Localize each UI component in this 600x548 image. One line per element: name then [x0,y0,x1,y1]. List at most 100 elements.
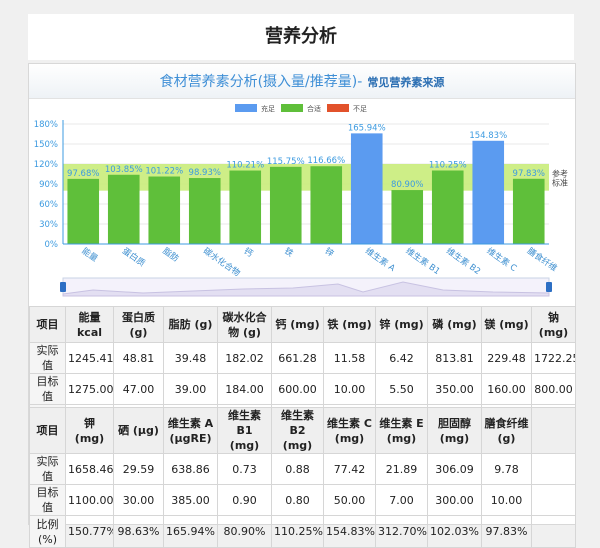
table-header-row: 项目钾 (mg) 硒 (μg) 维生素 A (μgRE) 维生素 B1 (mg) 维生素… [29,407,576,454]
panel-subheading-link[interactable]: 常见营养素来源 [367,76,445,89]
x-tick-label: 铁 [282,245,296,259]
bar-4 [229,170,262,244]
table-header-cell: 维生素 A (μgRE) [163,407,218,454]
legend-label: 不足 [353,105,367,113]
table-cell: 1275.00 [65,373,114,405]
page: 营养分析 食材营养素分析(摄入量/推荐量)- 常见营养素来源 充足 合适 不足 97… [28,14,576,548]
table-cell: 1100.00 [65,484,114,516]
nutrition-panel: 食材营养素分析(摄入量/推荐量)- 常见营养素来源 充足 合适 不足 97.68% 1… [28,63,576,548]
x-tick-label: 锌 [323,245,337,259]
table-cell: 6.42 [375,342,428,374]
table-header-cell: 项目 [29,306,66,343]
table-header-cell: 膳食纤维 (g) [481,407,532,454]
table-header-cell: 钠 (mg) [531,306,576,343]
legend-swatch [327,104,349,112]
table-cell: 102.03% [427,515,482,548]
zoom-preview [62,281,550,297]
x-tick-label: 维生素 C [485,245,519,274]
nutrient-table-2: 项目钾 (mg) 硒 (μg) 维生素 A (μgRE) 维生素 B1 (mg) 维生素… [29,407,576,548]
table-header-cell: 镁 (mg) [481,306,532,343]
bar-value-label: 80.90% [391,180,423,190]
row-label: 实际值 [29,453,66,485]
table-cell: 154.83% [323,515,376,548]
zoom-handle-right[interactable] [546,282,552,292]
table-cell: 600.00 [271,373,324,405]
bar-8 [391,190,424,244]
x-tick-label: 维生素 B2 [444,245,483,277]
x-tick-label: 维生素 B1 [404,245,443,277]
bar-9 [431,170,464,244]
table-cell: 150.77% [65,515,114,548]
table-cell: 30.00 [113,484,164,516]
table-cell: 306.09 [427,453,482,485]
table-header-cell: 脂肪 (g) [163,306,218,343]
table-header-cell: 维生素 B1 (mg) [217,407,272,454]
table-row: 比例 (%) 150.77% 98.63% 165.94% 80.90% 110.25% 1… [29,515,576,548]
bar-2 [148,176,181,244]
zoom-handle-left[interactable] [60,282,66,292]
table-cell: 98.63% [113,515,164,548]
row-label: 比例 (%) [29,515,66,548]
page-title: 营养分析 [265,26,337,47]
table-cell: 0.88 [271,453,324,485]
table-header-cell: 项目 [29,407,66,454]
legend-swatch [235,104,257,112]
x-tick-label: 脂肪 [161,245,182,264]
bar-value-label: 165.94% [348,123,386,133]
row-label: 实际值 [29,342,66,374]
table-row: 实际值 1658.46 29.59 638.86 0.73 0.88 77.42 21.89 3… [29,453,576,485]
table-cell: 638.86 [163,453,218,485]
table-cell: 1658.46 [65,453,114,485]
table-header-cell: 锌 (mg) [375,306,428,343]
table-header-cell: 胆固醇 (mg) [427,407,482,454]
legend-label: 合适 [307,104,321,113]
table-cell: 184.00 [217,373,272,405]
y-tick-label: 90% [39,180,58,190]
row-label: 目标值 [29,373,66,405]
y-tick-label: 30% [39,220,58,230]
reference-band-rect [63,164,549,191]
table-cell: 77.42 [323,453,376,485]
bar-5 [269,166,302,244]
bar-1 [107,174,140,244]
table-header-cell: 碳水化合物 (g) [217,306,272,343]
table-cell: 350.00 [427,373,482,405]
table-cell: 0.73 [217,453,272,485]
table-header-cell: 维生素 E (mg) [375,407,428,454]
table-cell: 312.70% [375,515,428,548]
title-bar: 营养分析 [28,14,574,60]
table-cell: 160.00 [481,373,532,405]
table-cell: 661.28 [271,342,324,374]
table-header-row: 项目 能量 kcal 蛋白质 (g) 脂肪 (g) 碳水化合物 (g) 钙 (mg) 铁 (… [29,306,576,343]
bar-0 [67,178,100,244]
table-cell: 0.80 [271,484,324,516]
table-cell: 80.90% [217,515,272,548]
table-header-cell: 钙 (mg) [271,306,324,343]
bar-value-label: 154.83% [469,131,507,141]
bar-value-label: 98.93% [189,168,221,178]
table-row: 实际值 1245.41 48.81 39.48 182.02 661.28 11.58 6.4… [29,342,576,374]
table-cell: 0.90 [217,484,272,516]
table-cell: 229.48 [481,342,532,374]
bar-value-label: 103.85% [105,165,143,175]
table-header-cell: 铁 (mg) [323,306,376,343]
table-header-cell: 能量 kcal [65,306,114,343]
zoom-slider [60,277,552,297]
table-header-cell [531,407,576,454]
y-tick-label: 60% [39,200,58,210]
y-tick-label: 120% [34,160,58,170]
nutrient-bar-chart: 充足 合适 不足 97.68% 103.85% 101.22% 98.93% 110.21%… [34,104,568,297]
table-cell: 11.58 [323,342,376,374]
table-cell: 5.50 [375,373,428,405]
table-header-cell: 硒 (μg) [113,407,164,454]
table-row: 目标值 1100.00 30.00 385.00 0.90 0.80 50.00 7.00 30… [29,484,576,516]
table-cell: 182.02 [217,342,272,374]
panel-header: 食材营养素分析(摄入量/推荐量)- 常见营养素来源 [29,64,575,99]
legend-label: 充足 [261,104,275,113]
bar-value-label: 97.83% [513,169,545,179]
panel-heading-separator: - [357,74,363,90]
bar-3 [188,178,221,244]
table-cell [531,515,576,548]
bar-6 [310,166,343,244]
